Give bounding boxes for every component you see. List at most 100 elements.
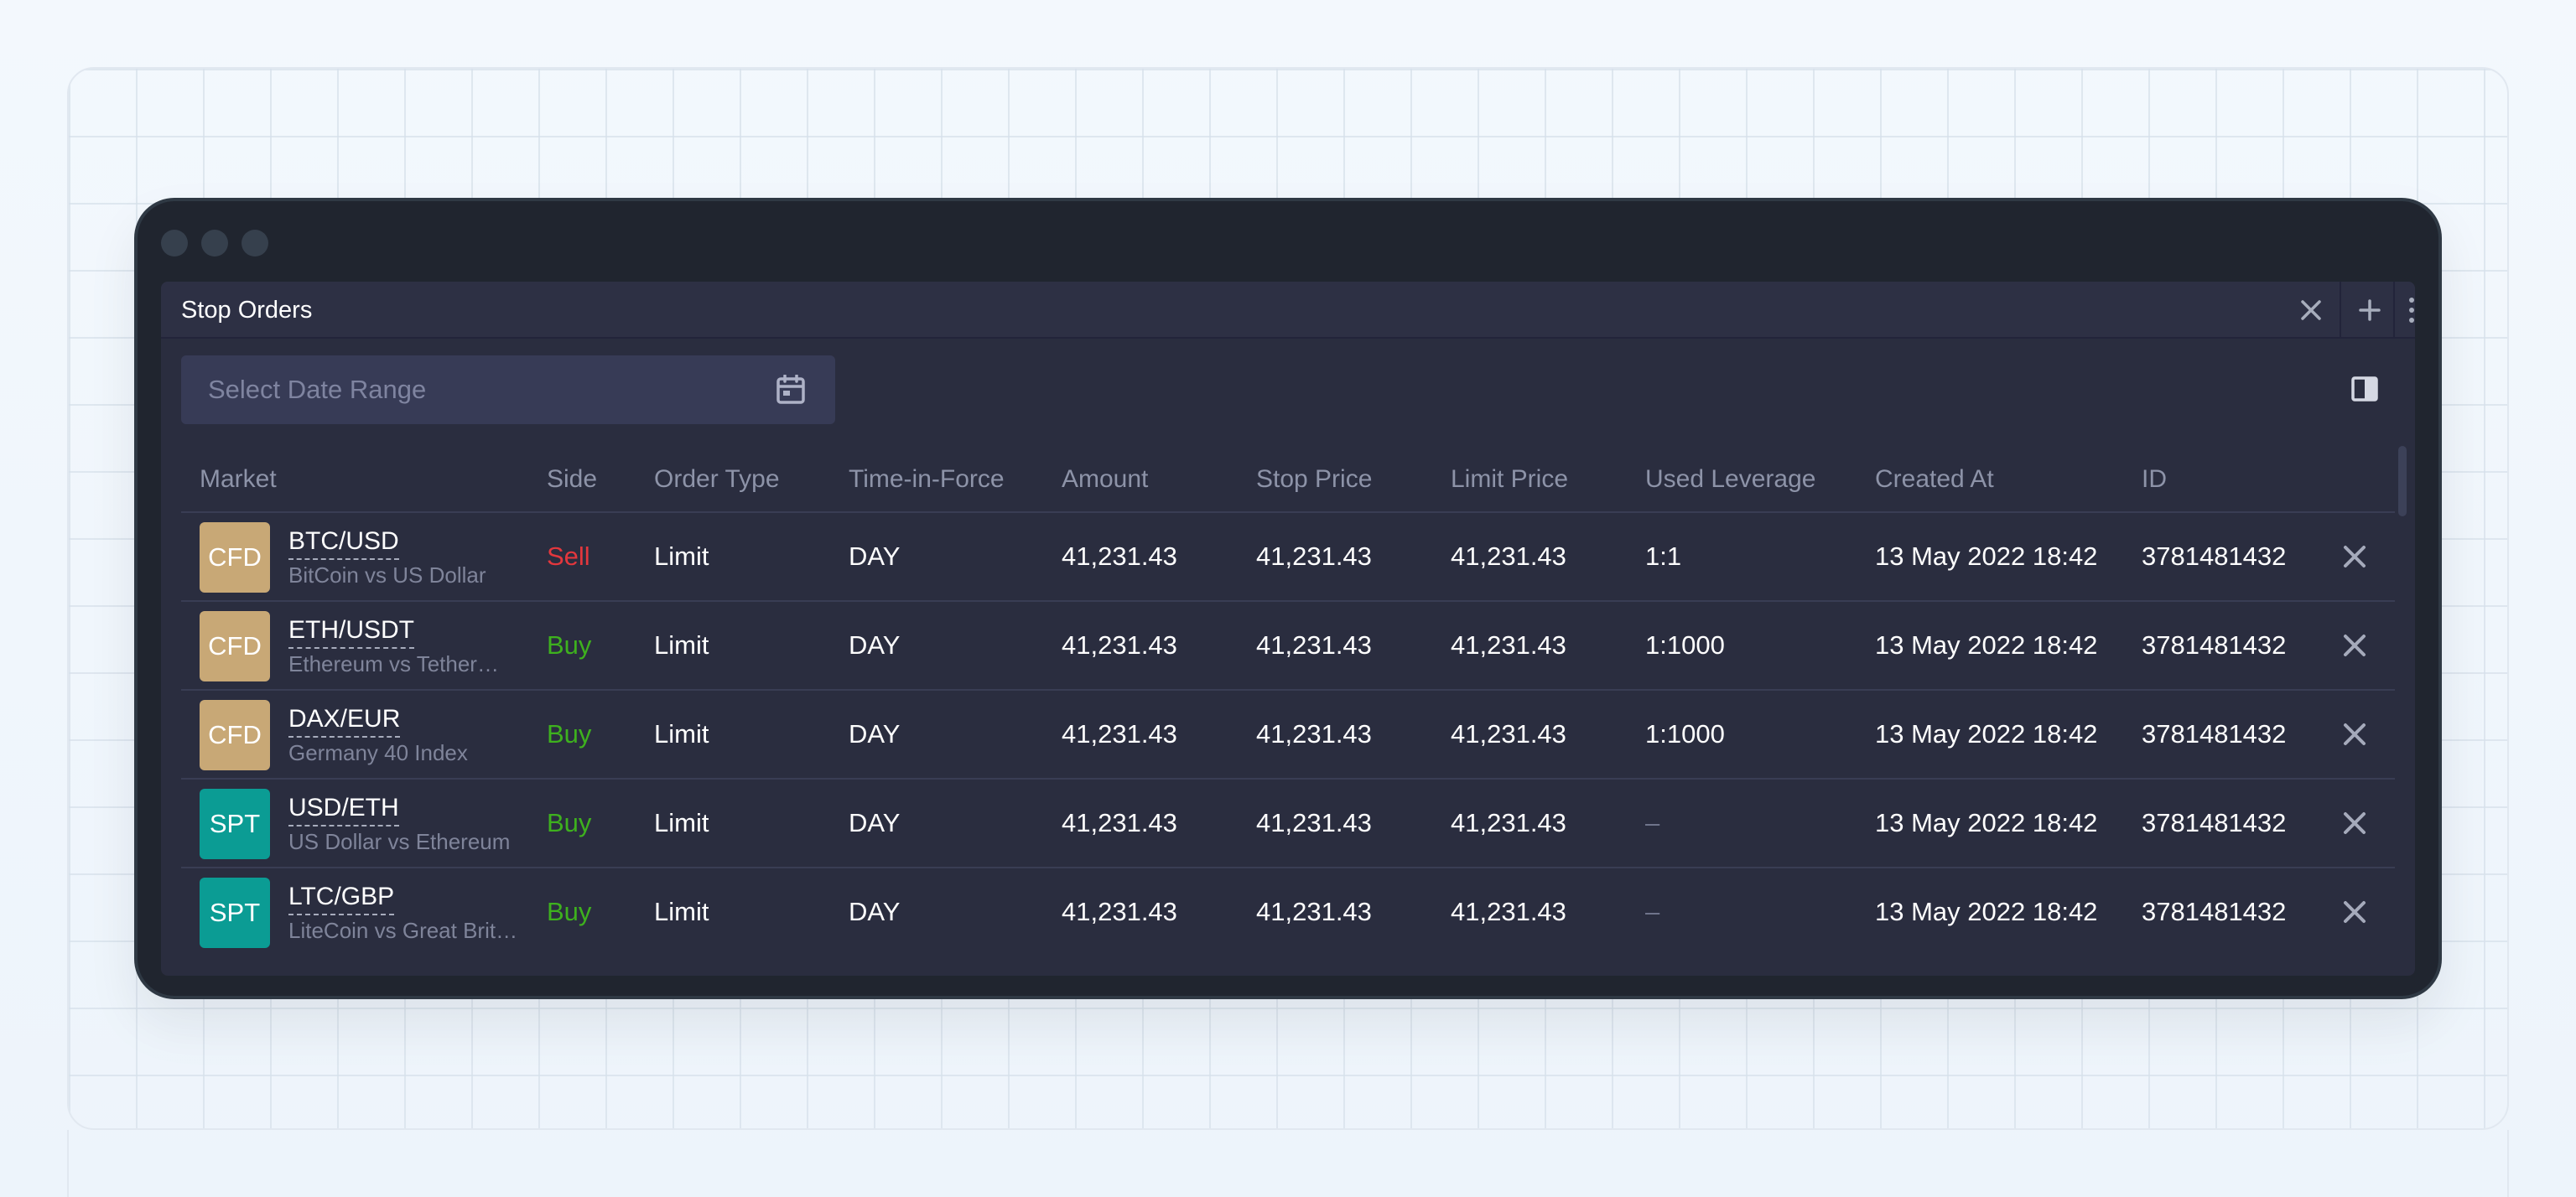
window-dot-maximize[interactable] — [242, 230, 268, 256]
side-cell: Buy — [547, 719, 592, 749]
order-id-cell: 3781481432 — [2142, 630, 2287, 660]
market-description: BitCoin vs US Dollar — [288, 562, 486, 588]
cancel-order-icon[interactable] — [2341, 543, 2368, 570]
used-leverage-cell: 1:1000 — [1645, 630, 1725, 660]
limit-price-cell: 41,231.43 — [1451, 630, 1566, 660]
cancel-order-icon[interactable] — [2341, 632, 2368, 659]
market-pair[interactable]: USD/ETH — [288, 791, 399, 826]
created-at-cell: 13 May 2022 18:42 — [1875, 897, 2098, 926]
column-header-order-type[interactable]: Order Type — [654, 465, 780, 493]
order-id-cell: 3781481432 — [2142, 542, 2287, 571]
calendar-icon[interactable] — [776, 375, 805, 405]
column-header-id[interactable]: ID — [2142, 465, 2167, 493]
used-leverage-cell: – — [1645, 808, 1660, 837]
window-dot-minimize[interactable] — [201, 230, 228, 256]
stop-price-cell: 41,231.43 — [1256, 542, 1372, 571]
table-row[interactable]: SPT LTC/GBP LiteCoin vs Great Brit… Buy … — [181, 868, 2395, 957]
panel-title: Stop Orders — [181, 297, 313, 324]
table-body: CFD BTC/USD BitCoin vs US Dollar Sell Li… — [181, 513, 2395, 957]
orders-table: Market Side Order Type Time-in-Force Amo… — [181, 446, 2395, 976]
cancel-order-icon[interactable] — [2341, 899, 2368, 925]
order-type-cell: Limit — [654, 719, 709, 749]
column-header-limit-price[interactable]: Limit Price — [1451, 465, 1569, 493]
table-row[interactable]: CFD ETH/USDT Ethereum vs Tether… Buy Lim… — [181, 602, 2395, 691]
order-id-cell: 3781481432 — [2142, 808, 2287, 837]
created-at-cell: 13 May 2022 18:42 — [1875, 719, 2098, 749]
market-type-badge: CFD — [200, 522, 270, 593]
app-window: Stop Orders — [134, 198, 2442, 999]
column-header-market[interactable]: Market — [200, 465, 277, 493]
market-pair[interactable]: DAX/EUR — [288, 702, 401, 738]
order-id-cell: 3781481432 — [2142, 719, 2287, 749]
window-controls — [161, 230, 268, 256]
limit-price-cell: 41,231.43 — [1451, 719, 1566, 749]
amount-cell: 41,231.43 — [1062, 719, 1177, 749]
side-cell: Buy — [547, 630, 592, 660]
side-cell: Sell — [547, 542, 590, 571]
column-header-side[interactable]: Side — [547, 465, 598, 493]
market-type-badge: CFD — [200, 700, 270, 770]
add-panel-button[interactable] — [2340, 282, 2398, 339]
column-header-created-at[interactable]: Created At — [1875, 465, 1994, 493]
table-row[interactable]: CFD DAX/EUR Germany 40 Index Buy Limit D… — [181, 691, 2395, 780]
stop-price-cell: 41,231.43 — [1256, 719, 1372, 749]
amount-cell: 41,231.43 — [1062, 808, 1177, 837]
time-in-force-cell: DAY — [849, 897, 901, 926]
limit-price-cell: 41,231.43 — [1451, 808, 1566, 837]
market-pair[interactable]: LTC/GBP — [288, 880, 395, 915]
limit-price-cell: 41,231.43 — [1451, 897, 1566, 926]
date-range-placeholder: Select Date Range — [208, 375, 427, 404]
cancel-order-icon[interactable] — [2341, 721, 2368, 748]
close-panel-button[interactable] — [2283, 282, 2340, 339]
order-type-cell: Limit — [654, 808, 709, 837]
stop-price-cell: 41,231.43 — [1256, 808, 1372, 837]
time-in-force-cell: DAY — [849, 542, 901, 571]
market-pair[interactable]: ETH/USDT — [288, 614, 414, 649]
grid-background-bottom — [67, 1130, 2509, 1197]
used-leverage-cell: – — [1645, 897, 1660, 926]
order-id-cell: 3781481432 — [2142, 897, 2287, 926]
market-pair[interactable]: BTC/USD — [288, 525, 399, 560]
market-description: US Dollar vs Ethereum — [288, 829, 511, 854]
amount-cell: 41,231.43 — [1062, 630, 1177, 660]
table-row[interactable]: SPT USD/ETH US Dollar vs Ethereum Buy Li… — [181, 780, 2395, 868]
used-leverage-cell: 1:1 — [1645, 542, 1682, 571]
market-type-badge: SPT — [200, 878, 270, 948]
column-header-time-in-force[interactable]: Time-in-Force — [849, 465, 1005, 493]
created-at-cell: 13 May 2022 18:42 — [1875, 630, 2098, 660]
drag-handle-icon — [2409, 298, 2414, 323]
window-dot-close[interactable] — [161, 230, 188, 256]
order-type-cell: Limit — [654, 897, 709, 926]
created-at-cell: 13 May 2022 18:42 — [1875, 542, 2098, 571]
columns-toggle-button[interactable] — [2348, 372, 2381, 406]
column-header-stop-price[interactable]: Stop Price — [1256, 465, 1373, 493]
table-scrollbar[interactable] — [2398, 446, 2407, 516]
market-description: Germany 40 Index — [288, 740, 468, 765]
market-type-badge: CFD — [200, 611, 270, 681]
column-header-amount[interactable]: Amount — [1062, 465, 1149, 493]
side-cell: Buy — [547, 897, 592, 926]
panel-header: Stop Orders — [161, 282, 2415, 339]
table-row[interactable]: CFD BTC/USD BitCoin vs US Dollar Sell Li… — [181, 513, 2395, 602]
table-header: Market Side Order Type Time-in-Force Amo… — [181, 446, 2395, 513]
amount-cell: 41,231.43 — [1062, 542, 1177, 571]
column-header-used-leverage[interactable]: Used Leverage — [1645, 465, 1816, 493]
stop-price-cell: 41,231.43 — [1256, 897, 1372, 926]
stop-orders-panel: Stop Orders — [161, 282, 2415, 976]
limit-price-cell: 41,231.43 — [1451, 542, 1566, 571]
close-icon — [2301, 300, 2321, 320]
side-cell: Buy — [547, 808, 592, 837]
amount-cell: 41,231.43 — [1062, 897, 1177, 926]
market-description: Ethereum vs Tether… — [288, 651, 499, 676]
columns-icon — [2351, 376, 2378, 402]
time-in-force-cell: DAY — [849, 719, 901, 749]
drag-handle-button[interactable] — [2393, 282, 2415, 339]
plus-icon — [2359, 299, 2381, 321]
time-in-force-cell: DAY — [849, 808, 901, 837]
date-range-picker[interactable]: Select Date Range — [181, 355, 835, 424]
order-type-cell: Limit — [654, 542, 709, 571]
cancel-order-icon[interactable] — [2341, 810, 2368, 837]
used-leverage-cell: 1:1000 — [1645, 719, 1725, 749]
created-at-cell: 13 May 2022 18:42 — [1875, 808, 2098, 837]
time-in-force-cell: DAY — [849, 630, 901, 660]
